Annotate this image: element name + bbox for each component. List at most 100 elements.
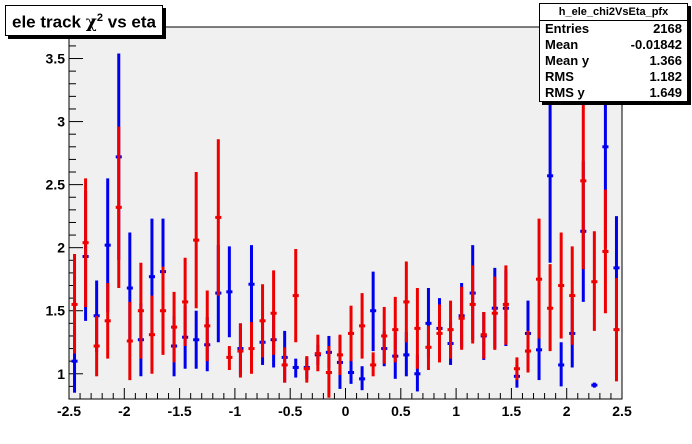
data-point [71, 253, 78, 354]
data-point [182, 257, 189, 347]
data-point [469, 265, 476, 344]
data-point [359, 366, 366, 391]
y-tick-label: 3 [57, 114, 65, 130]
data-point [414, 288, 421, 369]
y-tick-label: 1 [57, 366, 65, 382]
data-point [558, 342, 565, 387]
data-point [613, 277, 620, 382]
y-tick-label: 2.5 [46, 177, 66, 193]
data-point [458, 286, 465, 350]
data-point [159, 266, 167, 355]
x-tick-label: -0.5 [278, 403, 302, 419]
data-point [359, 293, 366, 359]
data-point [381, 306, 388, 364]
data-point [425, 325, 432, 370]
data-point [237, 323, 244, 378]
data-point [491, 276, 498, 350]
stats-value: 1.182 [649, 69, 682, 84]
data-marks [71, 45, 620, 398]
title-superscript: 2 [96, 12, 104, 24]
chart-title: ele track χ2 vs eta [5, 5, 163, 36]
stats-value: -0.01842 [630, 37, 682, 52]
data-point [126, 301, 133, 381]
data-point [314, 334, 321, 372]
x-tick-label: 0.5 [391, 403, 411, 419]
title-chi: χ [85, 12, 97, 33]
x-tick-label: -2 [118, 403, 131, 419]
data-point [513, 357, 520, 381]
data-point [580, 93, 587, 270]
data-point [558, 232, 565, 339]
data-point [281, 347, 288, 383]
plot-frame [68, 26, 623, 400]
x-tick-label: 2.5 [612, 403, 632, 419]
data-point [602, 189, 609, 314]
data-point [137, 262, 144, 359]
data-point [569, 246, 576, 345]
stats-value: 1.366 [649, 53, 682, 68]
x-tick-label: -1 [229, 403, 242, 419]
data-point [193, 310, 200, 369]
data-point [193, 172, 200, 309]
data-point [292, 248, 299, 343]
data-point [292, 358, 299, 378]
data-point [547, 264, 554, 352]
x-tick-label: -2.5 [57, 403, 81, 419]
data-point [336, 334, 344, 376]
data-point [591, 231, 598, 331]
data-point [303, 356, 310, 383]
data-point [270, 270, 277, 355]
data-point [104, 282, 111, 359]
data-point [226, 346, 233, 370]
data-point [215, 139, 222, 296]
data-point [480, 311, 487, 359]
data-point [370, 271, 377, 352]
x-tick-label: 1.5 [502, 403, 522, 419]
data-point [547, 88, 554, 263]
stats-title: h_ele_chi2VsEta_pfx [540, 4, 687, 21]
data-point [259, 284, 266, 358]
data-point [148, 295, 155, 374]
data-point [370, 352, 377, 377]
data-point [226, 246, 233, 338]
data-point [248, 245, 255, 324]
stats-box: h_ele_chi2VsEta_pfx Entries 2168 Mean -0… [539, 3, 688, 102]
x-tick-label: -1.5 [168, 403, 192, 419]
data-point [325, 346, 332, 398]
data-point [347, 359, 355, 384]
data-point [347, 305, 355, 362]
data-point [115, 126, 122, 289]
stats-value: 2168 [653, 21, 682, 36]
stats-row-mean: Mean -0.01842 [540, 37, 687, 53]
stats-label: Entries [545, 21, 590, 36]
data-point [591, 382, 598, 388]
stats-label: Mean [545, 37, 579, 52]
stats-label: RMS [545, 69, 574, 84]
stats-row-mean-y: Mean y 1.366 [540, 53, 687, 69]
data-point [204, 290, 211, 362]
series-1 [71, 93, 620, 398]
stats-row-rms-y: RMS y 1.649 [540, 85, 687, 101]
stats-label: RMS y [545, 85, 585, 100]
data-point [536, 218, 543, 339]
stats-value: 1.649 [649, 85, 682, 100]
stats-row-entries: Entries 2168 [540, 21, 687, 37]
y-tick-label: 1.5 [46, 303, 66, 319]
title-suffix: vs eta [103, 12, 156, 32]
data-point [447, 300, 454, 359]
data-point [502, 265, 509, 345]
stats-label: Mean y [545, 53, 590, 68]
y-tick-label: 3.5 [46, 51, 66, 67]
stats-row-rms: RMS 1.182 [540, 69, 687, 85]
x-tick-label: 1 [452, 403, 460, 419]
x-tick-label: 0 [342, 403, 350, 419]
x-tick-label: 2 [563, 403, 571, 419]
data-point [171, 291, 178, 363]
data-point [436, 304, 443, 363]
y-tick-label: 2 [57, 240, 65, 256]
data-point [93, 315, 100, 377]
data-point [403, 261, 410, 343]
axis-tick-labels: -2.5 -2 -1.5 -1 -0.5 0 0.5 1 1.5 2 2.5 1 1.5 2 2.5 3 3.5 [46, 51, 632, 419]
data-point [524, 330, 532, 373]
